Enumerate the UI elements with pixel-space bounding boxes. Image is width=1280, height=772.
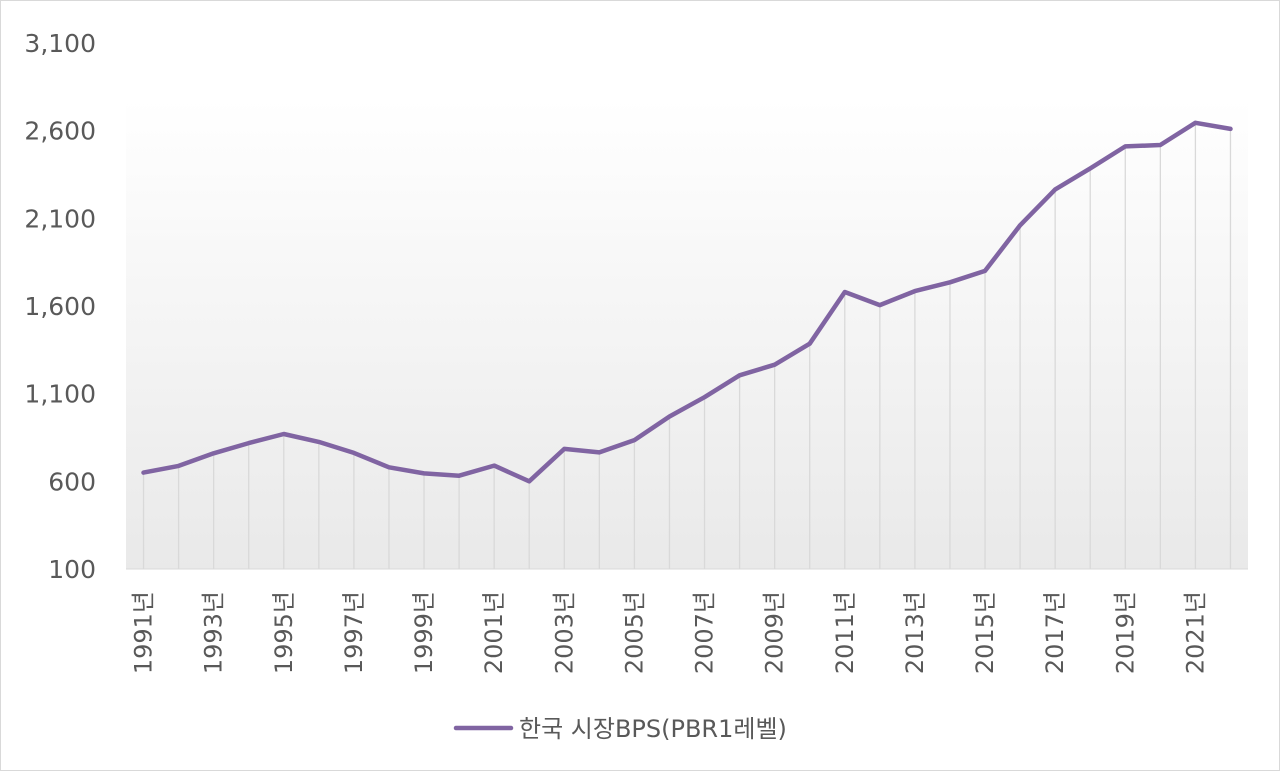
x-tick-label: 1993년 (200, 591, 228, 674)
x-tick-label: 2019년 (1111, 591, 1139, 674)
x-tick-label: 2015년 (971, 591, 999, 674)
x-tick-label: 2005년 (620, 591, 648, 674)
x-tick-label: 2011년 (831, 591, 859, 674)
legend-label: 한국 시장BPS(PBR1레벨) (519, 715, 787, 743)
data-point (1158, 143, 1162, 147)
data-point (913, 289, 917, 293)
data-point (1018, 223, 1022, 227)
y-tick-label: 1,100 (24, 380, 96, 409)
data-point (282, 432, 286, 436)
x-tick-label: 2017년 (1041, 591, 1069, 674)
data-point (878, 303, 882, 307)
data-point (843, 290, 847, 294)
plot-background (126, 99, 1248, 569)
data-point (177, 464, 181, 468)
data-point (738, 373, 742, 377)
y-tick-label: 2,600 (24, 117, 96, 146)
x-tick-label: 1999년 (410, 591, 438, 674)
data-point (562, 447, 566, 451)
drop-lines (142, 122, 1232, 569)
x-tick-label: 2021년 (1181, 591, 1209, 674)
series-line (141, 120, 1233, 484)
data-point (773, 363, 777, 367)
y-tick-label: 100 (48, 555, 96, 584)
y-tick-label: 3,100 (24, 29, 96, 58)
x-tick-label: 2003년 (550, 591, 578, 674)
data-point (1123, 144, 1127, 148)
data-point (142, 471, 146, 475)
y-axis: 100 600 1,100 1,600 2,100 2,600 3,100 (24, 29, 96, 584)
data-point (1088, 166, 1092, 170)
data-point (247, 441, 251, 445)
x-tick-label: 2001년 (480, 591, 508, 674)
data-point (1193, 121, 1197, 125)
data-point (1053, 187, 1057, 191)
data-point (983, 269, 987, 273)
series-layer (141, 120, 1233, 484)
legend: 한국 시장BPS(PBR1레벨) (453, 715, 787, 743)
data-point (317, 440, 321, 444)
x-tick-label: 2007년 (691, 591, 719, 674)
data-point (387, 465, 391, 469)
y-tick-label: 1,600 (24, 292, 96, 321)
x-tick-label: 1997년 (340, 591, 368, 674)
data-point (597, 450, 601, 454)
data-point (703, 395, 707, 399)
data-point (527, 479, 531, 483)
x-tick-label: 2013년 (901, 591, 929, 674)
x-tick-label: 1991년 (130, 591, 158, 674)
data-point (352, 451, 356, 455)
data-point (212, 451, 216, 455)
data-point (457, 474, 461, 478)
x-axis: 1991년 1993년 1995년 1997년 1999년 2001년 2003년 2005년… (126, 568, 1248, 674)
data-point (1228, 127, 1232, 131)
y-tick-label: 2,100 (24, 204, 96, 233)
data-point (948, 280, 952, 284)
data-point (808, 342, 812, 346)
x-tick-label: 1995년 (270, 591, 298, 674)
x-tick-label: 2009년 (761, 591, 789, 674)
data-point (667, 414, 671, 418)
data-point (632, 438, 636, 442)
data-point (492, 464, 496, 468)
y-tick-label: 600 (48, 467, 96, 496)
data-point (422, 471, 426, 475)
